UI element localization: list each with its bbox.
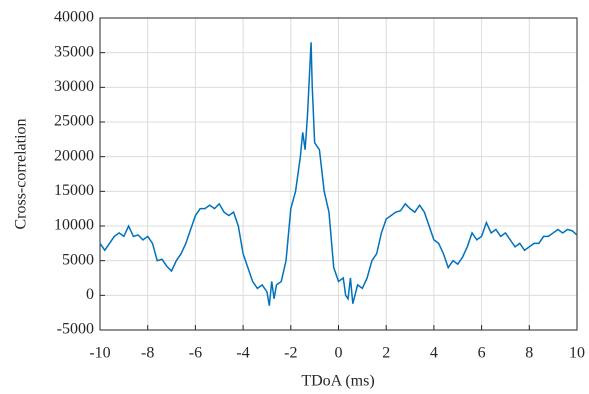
y-tick-label: 35000 (54, 43, 94, 60)
x-tick-label: -8 (141, 345, 154, 362)
y-tick-label: 10000 (54, 217, 94, 234)
y-tick-label: 5000 (62, 251, 94, 268)
plot-frame (99, 17, 578, 331)
x-tick-label: 10 (569, 345, 585, 362)
y-tick-label: 0 (86, 286, 94, 303)
x-tick-label: -2 (284, 345, 297, 362)
x-tick-label: 4 (430, 345, 438, 362)
x-tick-label: -4 (236, 345, 249, 362)
y-tick-label: 40000 (54, 9, 94, 26)
x-tick-label: 2 (382, 345, 390, 362)
y-axis-label: Cross-correlation (13, 118, 30, 229)
y-tick-label: 15000 (54, 182, 94, 199)
x-tick-label: 6 (478, 345, 486, 362)
y-tick-label: 20000 (54, 147, 94, 164)
y-tick-label: 25000 (54, 113, 94, 130)
x-axis-label: TDoA (ms) (301, 373, 374, 390)
x-tick-label: 8 (525, 345, 533, 362)
x-tick-label: -10 (89, 345, 110, 362)
x-tick-label: 0 (335, 345, 343, 362)
y-tick-label: -5000 (57, 321, 94, 338)
y-tick-label: 30000 (54, 78, 94, 95)
x-tick-label: -6 (189, 345, 202, 362)
data-line (99, 42, 578, 306)
